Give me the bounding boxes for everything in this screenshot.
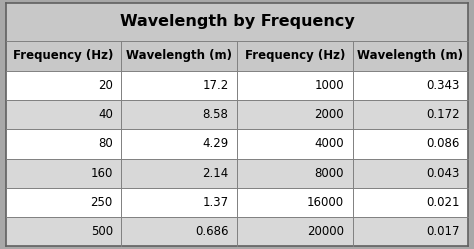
- Text: 0.043: 0.043: [427, 167, 460, 180]
- Bar: [6, 71, 121, 100]
- Bar: [353, 159, 468, 188]
- Text: 0.017: 0.017: [426, 225, 460, 238]
- Text: 0.086: 0.086: [427, 137, 460, 150]
- Bar: [353, 100, 468, 129]
- Text: 40: 40: [98, 108, 113, 121]
- Bar: [6, 3, 468, 41]
- Text: 4.29: 4.29: [202, 137, 228, 150]
- Bar: [237, 100, 353, 129]
- Text: Wavelength by Frequency: Wavelength by Frequency: [119, 14, 355, 29]
- Bar: [353, 217, 468, 246]
- Text: 4000: 4000: [314, 137, 344, 150]
- Bar: [121, 159, 237, 188]
- Bar: [237, 129, 353, 159]
- Bar: [6, 217, 121, 246]
- Text: 160: 160: [91, 167, 113, 180]
- Text: 2000: 2000: [314, 108, 344, 121]
- Bar: [6, 129, 121, 159]
- Bar: [121, 129, 237, 159]
- Bar: [237, 41, 353, 71]
- Bar: [121, 71, 237, 100]
- Bar: [121, 100, 237, 129]
- Text: 0.343: 0.343: [427, 79, 460, 92]
- Bar: [353, 188, 468, 217]
- Bar: [121, 217, 237, 246]
- Text: 500: 500: [91, 225, 113, 238]
- Text: 20000: 20000: [307, 225, 344, 238]
- Bar: [6, 159, 121, 188]
- Text: 1.37: 1.37: [202, 196, 228, 209]
- Bar: [121, 41, 237, 71]
- Text: Frequency (Hz): Frequency (Hz): [13, 49, 114, 62]
- Text: 250: 250: [91, 196, 113, 209]
- Text: 80: 80: [98, 137, 113, 150]
- Bar: [6, 188, 121, 217]
- Bar: [237, 217, 353, 246]
- Text: 16000: 16000: [307, 196, 344, 209]
- Bar: [237, 71, 353, 100]
- Bar: [6, 100, 121, 129]
- Text: Wavelength (m): Wavelength (m): [357, 49, 464, 62]
- Bar: [353, 71, 468, 100]
- Bar: [237, 188, 353, 217]
- Text: 0.172: 0.172: [426, 108, 460, 121]
- Bar: [6, 41, 121, 71]
- Text: 1000: 1000: [314, 79, 344, 92]
- Text: 2.14: 2.14: [202, 167, 228, 180]
- Text: 0.686: 0.686: [195, 225, 228, 238]
- Text: 0.021: 0.021: [426, 196, 460, 209]
- Bar: [353, 129, 468, 159]
- Bar: [237, 159, 353, 188]
- Text: 17.2: 17.2: [202, 79, 228, 92]
- Text: Wavelength (m): Wavelength (m): [126, 49, 232, 62]
- Bar: [121, 188, 237, 217]
- Text: 8000: 8000: [315, 167, 344, 180]
- Text: 8.58: 8.58: [202, 108, 228, 121]
- Bar: [353, 41, 468, 71]
- Text: 20: 20: [98, 79, 113, 92]
- Text: Frequency (Hz): Frequency (Hz): [245, 49, 345, 62]
